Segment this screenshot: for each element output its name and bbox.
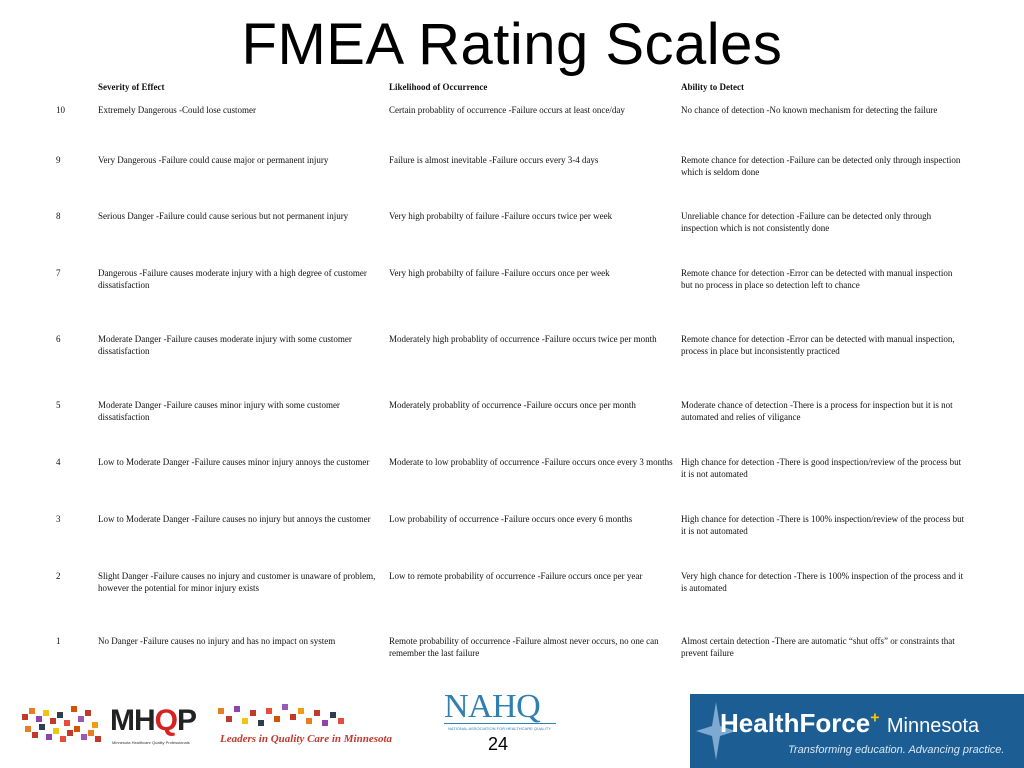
- mhqp-wordmark: MHQP: [110, 704, 197, 737]
- healthforce-health: Health: [720, 708, 800, 738]
- rank-cell: 10: [56, 105, 65, 115]
- rank-cell: 8: [56, 211, 61, 221]
- star-icon: [696, 702, 736, 760]
- rank-cell: 6: [56, 334, 61, 344]
- detect-cell: High chance for detection -There is good…: [681, 457, 962, 479]
- healthforce-force: Force: [799, 708, 871, 738]
- healthforce-wordmark: HealthForce+ Minnesota: [720, 708, 979, 739]
- rank-cell: 2: [56, 571, 61, 581]
- plus-icon: +: [870, 709, 880, 727]
- likelihood-cell: Moderately high probablity of occurrence…: [389, 334, 657, 344]
- severity-cell: Low to Moderate Danger -Failure causes n…: [98, 514, 371, 524]
- severity-cell: Serious Danger -Failure could cause seri…: [98, 211, 349, 221]
- detect-cell: No chance of detection -No known mechani…: [681, 105, 938, 115]
- rank-cell: 7: [56, 268, 61, 278]
- rank-cell: 3: [56, 514, 61, 524]
- likelihood-cell: Failure is almost inevitable -Failure oc…: [389, 155, 599, 165]
- detect-cell: Remote chance for detection -Error can b…: [681, 268, 953, 290]
- nahq-logo: NAHQ NATIONAL ASSOCIATION FOR HEALTHCARE…: [444, 688, 558, 734]
- likelihood-cell: Certain probablity of occurrence -Failur…: [389, 105, 625, 115]
- detect-cell: Very high chance for detection -There is…: [681, 571, 964, 593]
- detect-cell: High chance for detection -There is 100%…: [681, 514, 965, 536]
- severity-cell: Moderate Danger -Failure causes moderate…: [98, 334, 352, 356]
- likelihood-cell: Moderate to low probablity of occurrence…: [389, 457, 673, 467]
- severity-cell: Moderate Danger -Failure causes minor in…: [98, 400, 340, 422]
- severity-cell: Very Dangerous -Failure could cause majo…: [98, 155, 329, 165]
- footer: MHQP Minnesota Healthcare Quality Profes…: [0, 684, 1024, 768]
- rank-cell: 1: [56, 636, 61, 646]
- nahq-swoosh: [444, 723, 556, 724]
- table-header: Severity of Effect Likelihood of Occurre…: [0, 82, 1024, 96]
- healthforce-tagline: Transforming education. Advancing practi…: [788, 744, 1005, 756]
- severity-cell: Extremely Dangerous -Could lose customer: [98, 105, 256, 115]
- severity-cell: Dangerous -Failure causes moderate injur…: [98, 268, 367, 290]
- likelihood-cell: Remote probability of occurrence -Failur…: [389, 636, 659, 658]
- header-severity: Severity of Effect: [98, 82, 165, 92]
- detect-cell: Moderate chance of detection -There is a…: [681, 400, 953, 422]
- detect-cell: Unreliable chance for detection -Failure…: [681, 211, 932, 233]
- severity-cell: Slight Danger -Failure causes no injury …: [98, 571, 376, 593]
- detect-cell: Almost certain detection -There are auto…: [681, 636, 955, 658]
- mhqp-logo: MHQP Minnesota Healthcare Quality Profes…: [22, 704, 402, 748]
- healthforce-minnesota: Minnesota: [886, 715, 980, 737]
- page-number: 24: [488, 734, 509, 754]
- rank-cell: 5: [56, 400, 61, 410]
- mhqp-subtitle: Minnesota Healthcare Quality Professiona…: [112, 740, 190, 745]
- rank-cell: 9: [56, 155, 61, 165]
- detect-cell: Remote chance for detection -Failure can…: [681, 155, 961, 177]
- mhqp-tagline: Leaders in Quality Care in Minnesota: [220, 733, 393, 745]
- nahq-wordmark: NAHQ: [444, 688, 541, 725]
- header-likelihood: Likelihood of Occurrence: [389, 82, 488, 92]
- detect-cell: Remote chance for detection -Error can b…: [681, 334, 955, 356]
- likelihood-cell: Low probability of occurrence -Failure o…: [389, 514, 633, 524]
- likelihood-cell: Very high probabilty of failure -Failure…: [389, 268, 610, 278]
- nahq-subtitle: NATIONAL ASSOCIATION FOR HEALTHCARE QUAL…: [448, 726, 551, 731]
- likelihood-cell: Very high probabilty of failure -Failure…: [389, 211, 613, 221]
- likelihood-cell: Moderately probablity of occurrence -Fai…: [389, 400, 636, 410]
- header-detect: Ability to Detect: [681, 82, 744, 92]
- likelihood-cell: Low to remote probability of occurrence …: [389, 571, 643, 581]
- slide-title: FMEA Rating Scales: [241, 12, 783, 77]
- rank-cell: 4: [56, 457, 61, 467]
- mosaic-icon: [22, 706, 101, 742]
- severity-cell: Low to Moderate Danger -Failure causes m…: [98, 457, 370, 467]
- severity-cell: No Danger -Failure causes no injury and …: [98, 636, 336, 646]
- mosaic-icon: [218, 704, 344, 726]
- healthforce-logo: HealthForce+ Minnesota Transforming educ…: [690, 694, 1024, 768]
